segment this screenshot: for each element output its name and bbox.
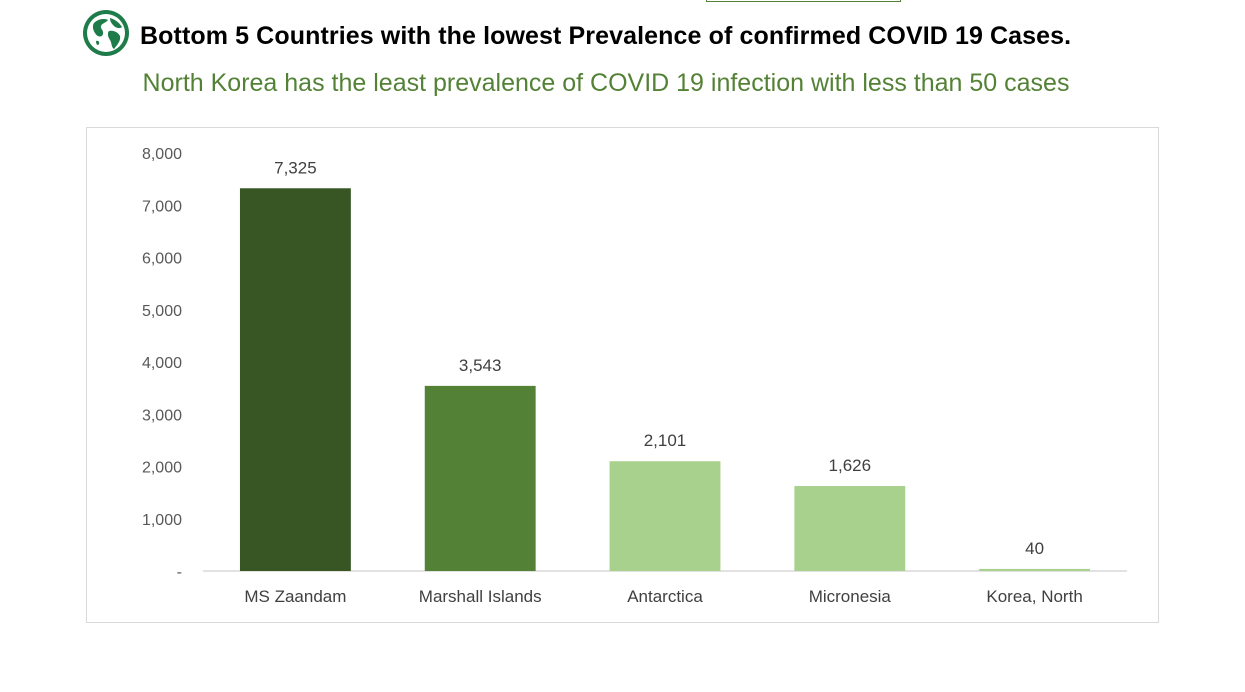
y-tick-label: 7,000 bbox=[142, 198, 182, 215]
bar bbox=[609, 461, 721, 571]
y-tick-label: 8,000 bbox=[142, 146, 182, 163]
data-label: 40 bbox=[1025, 539, 1044, 558]
bar bbox=[424, 385, 536, 571]
header: Bottom 5 Countries with the lowest Preva… bbox=[82, 9, 1162, 59]
bar bbox=[239, 188, 351, 572]
y-tick-label: 4,000 bbox=[142, 355, 182, 372]
data-label: 2,101 bbox=[644, 431, 687, 450]
y-tick-label: 3,000 bbox=[142, 407, 182, 424]
x-tick-label: MS Zaandam bbox=[244, 587, 346, 606]
x-tick-label: Korea, North bbox=[986, 587, 1082, 606]
chart-title: Bottom 5 Countries with the lowest Preva… bbox=[140, 22, 1072, 50]
bar bbox=[979, 568, 1091, 571]
x-tick-label: Micronesia bbox=[809, 587, 892, 606]
y-tick-label: 2,000 bbox=[142, 460, 182, 477]
chart-area: - 1,000 2,000 3,000 4,000 5,000 6,000 7,000 8,00… bbox=[86, 127, 1159, 623]
y-tick-label: 5,000 bbox=[142, 303, 182, 320]
x-tick-label: Marshall Islands bbox=[419, 587, 542, 606]
data-label: 1,626 bbox=[829, 456, 872, 475]
x-tick-label: Antarctica bbox=[627, 587, 703, 606]
data-label: 3,543 bbox=[459, 356, 502, 375]
bar-chart: - 1,000 2,000 3,000 4,000 5,000 6,000 7,000 8,00… bbox=[142, 146, 1127, 606]
globe-icon bbox=[83, 10, 129, 56]
data-label: 7,325 bbox=[274, 158, 317, 177]
y-tick-label: - bbox=[177, 564, 182, 581]
chart-subtitle: North Korea has the least prevalence of … bbox=[142, 69, 1070, 97]
top-tab-outline bbox=[706, 0, 901, 2]
y-tick-label: 1,000 bbox=[142, 512, 182, 529]
bar bbox=[794, 486, 906, 571]
y-tick-label: 6,000 bbox=[142, 251, 182, 268]
